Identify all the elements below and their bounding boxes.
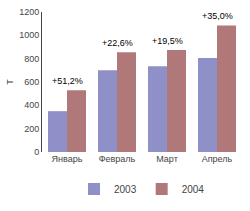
svg-text:2004: 2004 bbox=[182, 184, 205, 195]
svg-text:2003: 2003 bbox=[114, 184, 137, 195]
svg-text:Февраль: Февраль bbox=[99, 154, 136, 164]
svg-text:+19,5%: +19,5% bbox=[152, 36, 183, 46]
svg-text:+35,0%: +35,0% bbox=[202, 11, 233, 21]
svg-text:200: 200 bbox=[24, 124, 39, 134]
svg-text:Апрель: Апрель bbox=[202, 154, 233, 164]
svg-text:+51,2%: +51,2% bbox=[52, 76, 83, 86]
svg-text:+22,6%: +22,6% bbox=[102, 38, 133, 48]
svg-text:0: 0 bbox=[34, 147, 39, 157]
svg-text:1200: 1200 bbox=[19, 7, 39, 17]
svg-text:600: 600 bbox=[24, 77, 39, 87]
svg-text:Январь: Январь bbox=[52, 154, 83, 164]
svg-text:Март: Март bbox=[156, 154, 178, 164]
svg-text:T: T bbox=[5, 79, 15, 85]
svg-text:400: 400 bbox=[24, 100, 39, 110]
svg-text:800: 800 bbox=[24, 54, 39, 64]
svg-text:1000: 1000 bbox=[19, 30, 39, 40]
